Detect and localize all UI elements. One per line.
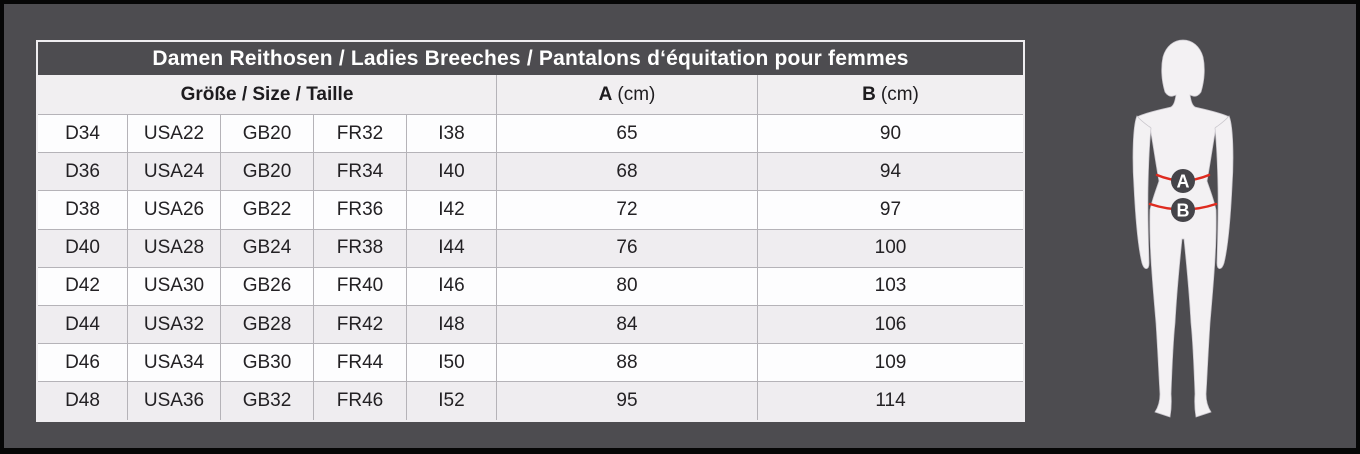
- table-cell: FR46: [313, 381, 406, 420]
- table-cell: 114: [757, 381, 1023, 420]
- table-cell: FR36: [313, 190, 406, 229]
- marker-b-circle: [1171, 198, 1195, 222]
- table-cell: USA28: [127, 228, 220, 267]
- table-cell: FR42: [313, 304, 406, 344]
- table-cell: D46: [38, 343, 127, 382]
- table-cell: I42: [406, 190, 496, 229]
- table-cell: 68: [496, 152, 757, 191]
- size-chart-table: Damen Reithosen / Ladies Breeches / Pant…: [36, 40, 1025, 422]
- table-cell: D38: [38, 190, 127, 229]
- table-cell: 72: [496, 190, 757, 229]
- table-cell: USA36: [127, 381, 220, 420]
- table-cell: USA30: [127, 266, 220, 305]
- table-cell: 95: [496, 381, 757, 420]
- column-header-a-letter: A: [598, 83, 613, 105]
- column-header-b: B (cm): [757, 75, 1023, 114]
- table-cell: D40: [38, 228, 127, 267]
- table-cell: I40: [406, 152, 496, 191]
- table-cell: USA22: [127, 114, 220, 153]
- table-cell: USA34: [127, 343, 220, 382]
- measurement-figure: A B: [1131, 37, 1243, 422]
- woman-right-arm-shape: [1214, 115, 1234, 269]
- table-cell: GB20: [220, 114, 313, 153]
- table-cell: FR44: [313, 343, 406, 382]
- marker-a-circle: [1171, 169, 1195, 193]
- size-grid: Größe / Size / Taille A (cm) B (cm) D34 U…: [38, 75, 1023, 420]
- table-cell: 94: [757, 152, 1023, 191]
- table-cell: 88: [496, 343, 757, 382]
- table-cell: GB30: [220, 343, 313, 382]
- table-cell: 76: [496, 228, 757, 267]
- table-cell: I44: [406, 228, 496, 267]
- table-cell: I38: [406, 114, 496, 153]
- column-header-b-letter: B: [862, 83, 876, 105]
- table-cell: GB24: [220, 228, 313, 267]
- table-cell: 90: [757, 114, 1023, 153]
- table-cell: 103: [757, 266, 1023, 305]
- table-cell: USA24: [127, 152, 220, 191]
- table-cell: 106: [757, 304, 1023, 344]
- woman-body-shape: [1136, 39, 1230, 418]
- table-title: Damen Reithosen / Ladies Breeches / Pant…: [38, 42, 1023, 75]
- table-cell: USA32: [127, 304, 220, 344]
- table-cell: D36: [38, 152, 127, 191]
- table-cell: GB20: [220, 152, 313, 191]
- size-header-cell: Größe / Size / Taille: [38, 75, 496, 114]
- table-cell: GB32: [220, 381, 313, 420]
- table-cell: D44: [38, 304, 127, 344]
- table-cell: 97: [757, 190, 1023, 229]
- woman-silhouette-svg: A B: [1132, 39, 1234, 418]
- table-cell: FR40: [313, 266, 406, 305]
- table-cell: FR38: [313, 228, 406, 267]
- marker-b-label: B: [1177, 201, 1190, 221]
- column-header-a: A (cm): [496, 75, 757, 114]
- table-cell: D42: [38, 266, 127, 305]
- column-header-a-unit: (cm): [617, 83, 656, 105]
- table-cell: GB26: [220, 266, 313, 305]
- table-cell: I52: [406, 381, 496, 420]
- table-cell: GB28: [220, 304, 313, 344]
- table-cell: D34: [38, 114, 127, 153]
- table-cell: 100: [757, 228, 1023, 267]
- table-cell: 109: [757, 343, 1023, 382]
- table-cell: 84: [496, 304, 757, 344]
- table-cell: 80: [496, 266, 757, 305]
- table-cell: I48: [406, 304, 496, 344]
- table-cell: GB22: [220, 190, 313, 229]
- table-cell: I46: [406, 266, 496, 305]
- table-cell: USA26: [127, 190, 220, 229]
- table-cell: FR34: [313, 152, 406, 191]
- marker-a-label: A: [1177, 172, 1190, 192]
- table-cell: I50: [406, 343, 496, 382]
- woman-left-arm-shape: [1132, 115, 1152, 269]
- table-cell: D48: [38, 381, 127, 420]
- table-cell: FR32: [313, 114, 406, 153]
- column-header-b-unit: (cm): [880, 83, 919, 105]
- table-cell: 65: [496, 114, 757, 153]
